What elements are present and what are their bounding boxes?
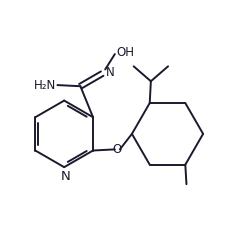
Text: H₂N: H₂N bbox=[34, 79, 56, 91]
Text: OH: OH bbox=[116, 46, 134, 59]
Text: N: N bbox=[60, 170, 70, 183]
Text: O: O bbox=[113, 143, 122, 156]
Text: N: N bbox=[106, 66, 114, 79]
